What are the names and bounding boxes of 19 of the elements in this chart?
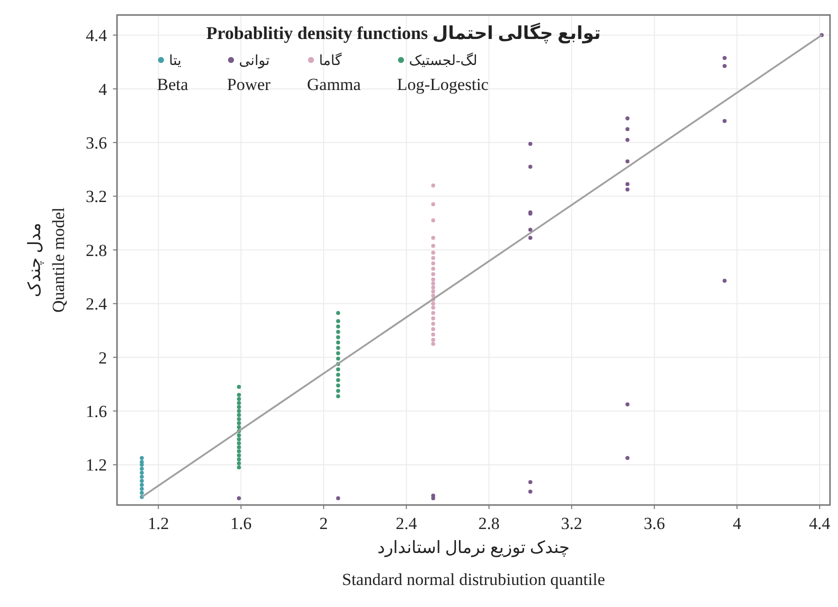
x-tick-label: 4: [732, 514, 742, 533]
x-tick-label: 2: [319, 514, 328, 533]
x-tick-label: 1.2: [148, 514, 169, 533]
y-tick-label: 1.2: [86, 456, 107, 475]
x-tick-label: 3.2: [561, 514, 582, 533]
y-tick-label: 3.2: [86, 187, 107, 206]
x-tick-label: 3.6: [644, 514, 665, 533]
y-tick-label: 3.6: [86, 134, 107, 153]
y-tick-label: 2.4: [86, 294, 108, 314]
y-tick-label: 2.8: [86, 240, 107, 260]
y-tick-label: 4: [98, 80, 108, 99]
y-tick-label: 2: [98, 348, 107, 368]
x-tick-label: 4.4: [809, 514, 831, 533]
x-tick-label: 2.8: [478, 514, 500, 533]
y-tick-label: 4.4: [86, 26, 108, 46]
x-tick-label: 2.4: [396, 514, 418, 533]
y-tick-label: 1.6: [86, 402, 107, 422]
x-tick-label: 1.6: [230, 514, 252, 533]
text: Probablitiy density functions توابع چگالی احتمال: [206, 22, 601, 44]
